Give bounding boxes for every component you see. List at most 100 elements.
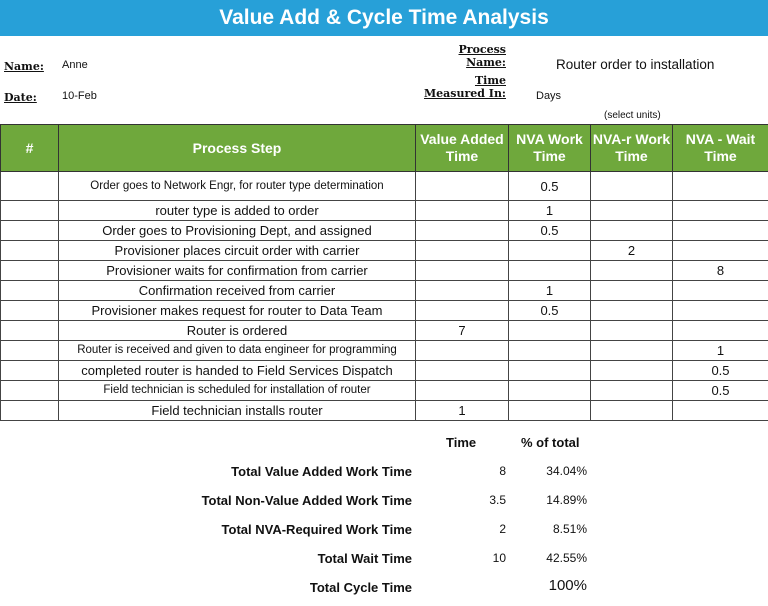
table-row: completed router is handed to Field Serv… [0, 360, 768, 381]
table-row: Router is ordered 7 [0, 320, 768, 341]
cell-nvar[interactable] [590, 171, 673, 201]
col-header-nva: NVA Work Time [508, 124, 591, 172]
summary-time: 3.5 [489, 493, 506, 507]
cell-number[interactable] [0, 380, 59, 401]
cell-wait[interactable] [672, 220, 768, 241]
cell-nva[interactable] [508, 240, 591, 261]
cell-number[interactable] [0, 400, 59, 421]
cell-wait[interactable]: 1 [672, 340, 768, 361]
cell-nva[interactable] [508, 260, 591, 281]
cell-number[interactable] [0, 200, 59, 221]
cell-nva[interactable]: 0.5 [508, 220, 591, 241]
summary-pct: 42.55% [546, 551, 587, 565]
col-header-wait: NVA - Wait Time [672, 124, 768, 172]
cell-nva[interactable] [508, 320, 591, 341]
cell-va[interactable] [415, 240, 509, 261]
cell-number[interactable] [0, 171, 59, 201]
cell-nvar[interactable]: 2 [590, 240, 673, 261]
cell-nvar[interactable] [590, 360, 673, 381]
date-label: Date: [4, 91, 37, 104]
cell-nva[interactable]: 0.5 [508, 300, 591, 321]
cell-step[interactable]: Order goes to Network Engr, for router t… [58, 171, 416, 201]
cell-va[interactable] [415, 380, 509, 401]
table-row: Field technician installs router 1 [0, 400, 768, 421]
date-value[interactable]: 10-Feb [62, 90, 97, 102]
cell-wait[interactable] [672, 300, 768, 321]
cell-nvar[interactable] [590, 300, 673, 321]
cell-nvar[interactable] [590, 340, 673, 361]
process-label: Process Name: [400, 43, 507, 69]
cell-nvar[interactable] [590, 200, 673, 221]
cell-wait[interactable] [672, 400, 768, 421]
summary-pct: 100% [548, 577, 587, 594]
cell-va[interactable] [415, 200, 509, 221]
table-header-row: # Process Step Value Added Time NVA Work… [0, 124, 768, 172]
cell-nvar[interactable] [590, 400, 673, 421]
cell-number[interactable] [0, 360, 59, 381]
cell-va[interactable] [415, 171, 509, 201]
cell-nvar[interactable] [590, 280, 673, 301]
cell-number[interactable] [0, 220, 59, 241]
cell-va[interactable] [415, 220, 509, 241]
process-name-value[interactable]: Router order to installation [556, 57, 715, 72]
cell-step[interactable]: Order goes to Provisioning Dept, and ass… [58, 220, 416, 241]
cell-wait[interactable] [672, 171, 768, 201]
process-label-line1: Process [458, 43, 507, 56]
col-header-va: Value Added Time [415, 124, 509, 172]
cell-number[interactable] [0, 340, 59, 361]
cell-number[interactable] [0, 280, 59, 301]
cell-step[interactable]: Confirmation received from carrier [58, 280, 416, 301]
cell-va[interactable] [415, 280, 509, 301]
cell-step[interactable]: Provisioner places circuit order with ca… [58, 240, 416, 261]
cell-step[interactable]: Field technician is scheduled for instal… [58, 380, 416, 401]
units-select[interactable]: Days [536, 90, 562, 102]
cell-step[interactable]: router type is added to order [58, 200, 416, 221]
summary-label: Total Value Added Work Time [231, 464, 412, 479]
cell-nva[interactable]: 0.5 [508, 171, 591, 201]
name-value[interactable]: Anne [62, 59, 88, 71]
cell-nva[interactable]: 1 [508, 280, 591, 301]
cell-va[interactable] [415, 260, 509, 281]
cell-va[interactable] [415, 340, 509, 361]
cell-step[interactable]: Router is ordered [58, 320, 416, 341]
cell-wait[interactable] [672, 200, 768, 221]
col-header-step: Process Step [58, 124, 416, 172]
cell-nva[interactable]: 1 [508, 200, 591, 221]
cell-number[interactable] [0, 300, 59, 321]
cell-step[interactable]: Router is received and given to data eng… [58, 340, 416, 361]
cell-nvar[interactable] [590, 220, 673, 241]
cell-number[interactable] [0, 260, 59, 281]
cell-va[interactable]: 7 [415, 320, 509, 341]
summary-time: 8 [499, 464, 506, 478]
name-label: Name: [4, 60, 44, 73]
cell-step[interactable]: Field technician installs router [58, 400, 416, 421]
cell-step[interactable]: Provisioner makes request for router to … [58, 300, 416, 321]
cell-nvar[interactable] [590, 380, 673, 401]
cell-nva[interactable] [508, 380, 591, 401]
cell-wait[interactable] [672, 280, 768, 301]
summary-pct: 34.04% [546, 464, 587, 478]
summary-pct: 8.51% [552, 522, 587, 536]
cell-step[interactable]: completed router is handed to Field Serv… [58, 360, 416, 381]
cell-number[interactable] [0, 320, 59, 341]
cell-va[interactable]: 1 [415, 400, 509, 421]
cell-step[interactable]: Provisioner waits for confirmation from … [58, 260, 416, 281]
cell-nva[interactable] [508, 360, 591, 381]
cell-va[interactable] [415, 300, 509, 321]
cell-nva[interactable] [508, 340, 591, 361]
cell-nvar[interactable] [590, 260, 673, 281]
cell-number[interactable] [0, 240, 59, 261]
summary-label: Total NVA-Required Work Time [221, 522, 412, 537]
cell-nvar[interactable] [590, 320, 673, 341]
cell-wait[interactable]: 0.5 [672, 380, 768, 401]
cell-va[interactable] [415, 360, 509, 381]
col-header-number: # [0, 124, 59, 172]
cell-wait[interactable]: 8 [672, 260, 768, 281]
cell-wait[interactable]: 0.5 [672, 360, 768, 381]
summary-pct-header: % of total [521, 435, 580, 450]
table-row: Router is received and given to data eng… [0, 340, 768, 361]
cell-wait[interactable] [672, 240, 768, 261]
cell-nva[interactable] [508, 400, 591, 421]
cell-wait[interactable] [672, 320, 768, 341]
time-label-line1: Time [474, 74, 506, 87]
